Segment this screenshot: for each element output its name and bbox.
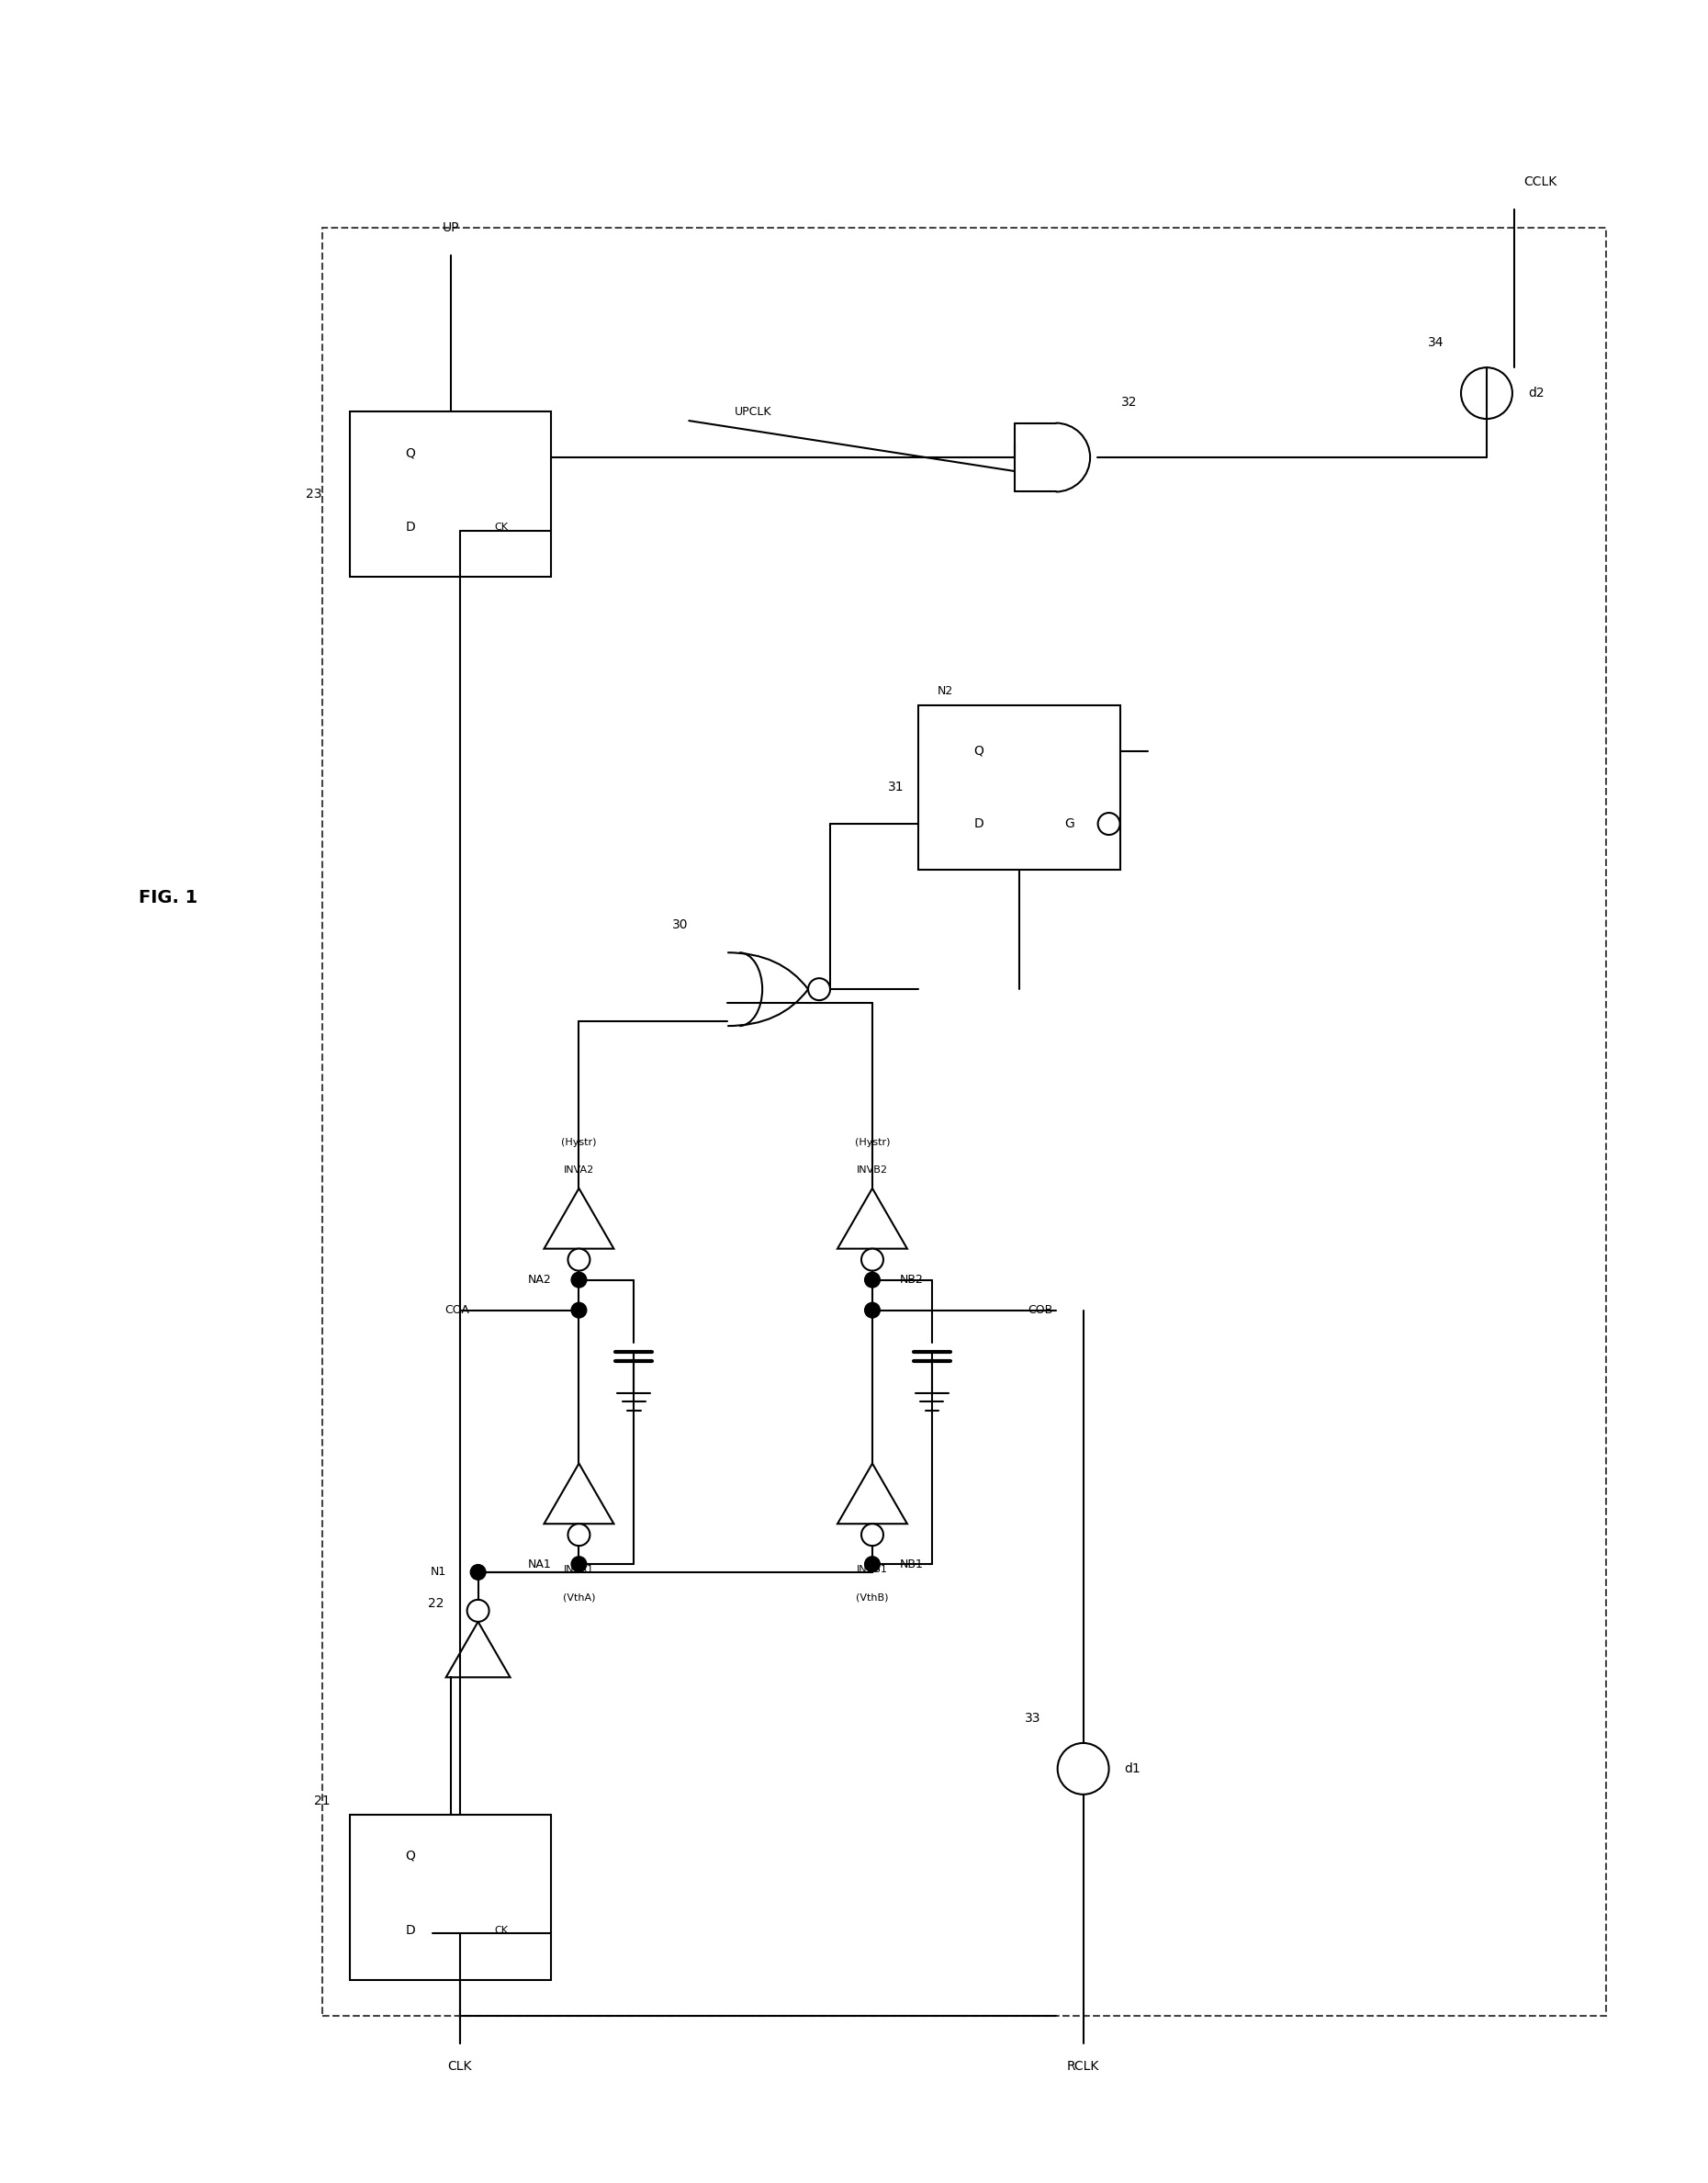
Text: D: D <box>405 522 415 533</box>
Text: 34: 34 <box>1428 336 1445 349</box>
Text: 33: 33 <box>1025 1711 1040 1725</box>
Text: 23: 23 <box>306 487 323 500</box>
Text: NA2: NA2 <box>528 1275 552 1286</box>
Text: CLK: CLK <box>447 2061 471 2074</box>
Text: d2: d2 <box>1529 386 1544 399</box>
Circle shape <box>1460 367 1512 419</box>
Text: Q: Q <box>405 445 415 458</box>
Circle shape <box>572 1303 586 1319</box>
Text: (Hystr): (Hystr) <box>562 1137 596 1146</box>
Text: UP: UP <box>442 223 459 234</box>
Circle shape <box>861 1249 883 1271</box>
Circle shape <box>864 1303 880 1319</box>
Bar <box>323 229 1606 2017</box>
Polygon shape <box>545 1188 613 1249</box>
Text: NB1: NB1 <box>900 1559 924 1570</box>
Polygon shape <box>446 1622 511 1677</box>
Text: CK: CK <box>494 522 507 533</box>
Text: 32: 32 <box>1120 395 1138 408</box>
Circle shape <box>864 1273 880 1288</box>
Circle shape <box>471 1565 485 1580</box>
Bar <box>350 1814 552 1980</box>
Text: D: D <box>405 1923 415 1936</box>
Text: Q: Q <box>974 744 984 758</box>
Text: INVA2: INVA2 <box>564 1166 594 1174</box>
Circle shape <box>861 1524 883 1546</box>
Text: RCLK: RCLK <box>1068 2061 1100 2074</box>
Bar <box>350 413 552 576</box>
Text: G: G <box>1064 816 1074 830</box>
Text: UPCLK: UPCLK <box>734 406 772 417</box>
Text: CK: CK <box>494 1925 507 1934</box>
Text: 30: 30 <box>671 919 688 932</box>
Text: 22: 22 <box>427 1598 444 1611</box>
Text: NA1: NA1 <box>528 1559 552 1570</box>
Circle shape <box>572 1273 586 1288</box>
Text: 21: 21 <box>314 1794 330 1808</box>
Circle shape <box>569 1249 589 1271</box>
Circle shape <box>808 978 830 1000</box>
Text: (VthB): (VthB) <box>856 1594 888 1602</box>
Text: INVB1: INVB1 <box>857 1565 888 1574</box>
Circle shape <box>572 1556 586 1572</box>
Text: FIG. 1: FIG. 1 <box>138 888 198 906</box>
Text: Q: Q <box>405 1849 415 1862</box>
Circle shape <box>466 1600 488 1622</box>
Text: 31: 31 <box>888 782 905 795</box>
Polygon shape <box>837 1188 907 1249</box>
Text: CCLK: CCLK <box>1524 177 1556 188</box>
Circle shape <box>1098 812 1120 834</box>
Circle shape <box>569 1524 589 1546</box>
Text: INVB2: INVB2 <box>857 1166 888 1174</box>
Text: COB: COB <box>1028 1303 1054 1316</box>
Text: INVA1: INVA1 <box>564 1565 594 1574</box>
Polygon shape <box>837 1463 907 1524</box>
Text: d1: d1 <box>1124 1762 1141 1775</box>
Text: D: D <box>974 816 984 830</box>
Text: (Hystr): (Hystr) <box>854 1137 890 1146</box>
Text: N1: N1 <box>430 1565 446 1578</box>
Circle shape <box>1057 1742 1108 1794</box>
Text: COA: COA <box>444 1303 470 1316</box>
Text: N2: N2 <box>938 685 953 696</box>
Polygon shape <box>545 1463 613 1524</box>
Text: (VthA): (VthA) <box>562 1594 594 1602</box>
Circle shape <box>864 1556 880 1572</box>
Bar <box>919 705 1120 871</box>
Text: NB2: NB2 <box>900 1275 924 1286</box>
